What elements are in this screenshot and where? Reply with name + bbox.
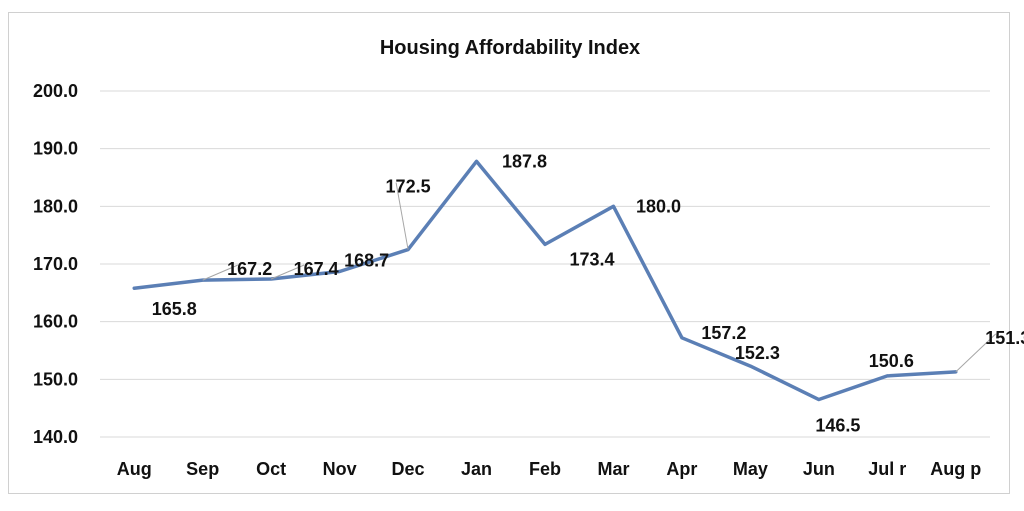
y-tick-label: 150.0 xyxy=(33,369,78,389)
gridlines xyxy=(100,90,990,438)
y-tick-label: 200.0 xyxy=(33,81,78,101)
x-tick-label: Oct xyxy=(256,459,286,479)
data-label: 151.3 xyxy=(985,328,1024,348)
x-axis-ticks: Aug Sep Oct Nov Dec Jan Feb Mar Apr May Jun Jul r Au… xyxy=(117,459,982,479)
x-tick-label: Jun xyxy=(803,459,835,479)
data-label: 167.2 xyxy=(227,259,272,279)
series-line-path xyxy=(132,159,958,402)
x-tick-label: Nov xyxy=(323,459,357,479)
series-line xyxy=(132,159,958,402)
x-tick-label: Sep xyxy=(186,459,219,479)
label-leader-line xyxy=(395,182,409,250)
label-leader-line xyxy=(955,333,997,373)
chart-frame xyxy=(8,12,1010,494)
x-tick-label: Aug p xyxy=(930,459,981,479)
data-label: 157.2 xyxy=(701,323,746,343)
x-tick-label: Aug xyxy=(117,459,152,479)
label-leader-line xyxy=(202,264,238,281)
x-tick-label: May xyxy=(733,459,768,479)
y-tick-label: 170.0 xyxy=(33,254,78,274)
y-tick-label: 160.0 xyxy=(33,312,78,332)
data-label: 168.7 xyxy=(344,250,389,270)
data-label: 150.6 xyxy=(869,351,914,371)
data-label: 173.4 xyxy=(569,249,614,269)
x-tick-label: Apr xyxy=(666,459,697,479)
data-label: 180.0 xyxy=(636,196,681,216)
x-tick-label: Jan xyxy=(461,459,492,479)
y-tick-label: 190.0 xyxy=(33,139,78,159)
data-label: 146.5 xyxy=(815,416,860,436)
x-tick-label: Dec xyxy=(392,459,425,479)
y-tick-label: 140.0 xyxy=(33,427,78,447)
x-tick-label: Feb xyxy=(529,459,561,479)
data-label: 152.3 xyxy=(735,343,780,363)
data-label: 167.4 xyxy=(294,259,339,279)
label-leader-line xyxy=(270,264,305,280)
data-labels: 165.8 167.2 167.4 168.7 172.5 187.8 173.4 180.0… xyxy=(152,151,1024,435)
data-label: 165.8 xyxy=(152,299,197,319)
y-axis-ticks: 200.0 190.0 180.0 170.0 160.0 150.0 140.0 xyxy=(33,81,78,447)
chart-title: Housing Affordability Index xyxy=(380,37,640,59)
data-label: 172.5 xyxy=(386,177,431,197)
data-label: 187.8 xyxy=(502,151,547,171)
x-tick-label: Mar xyxy=(597,459,629,479)
y-tick-label: 180.0 xyxy=(33,196,78,216)
x-tick-label: Jul r xyxy=(868,459,906,479)
